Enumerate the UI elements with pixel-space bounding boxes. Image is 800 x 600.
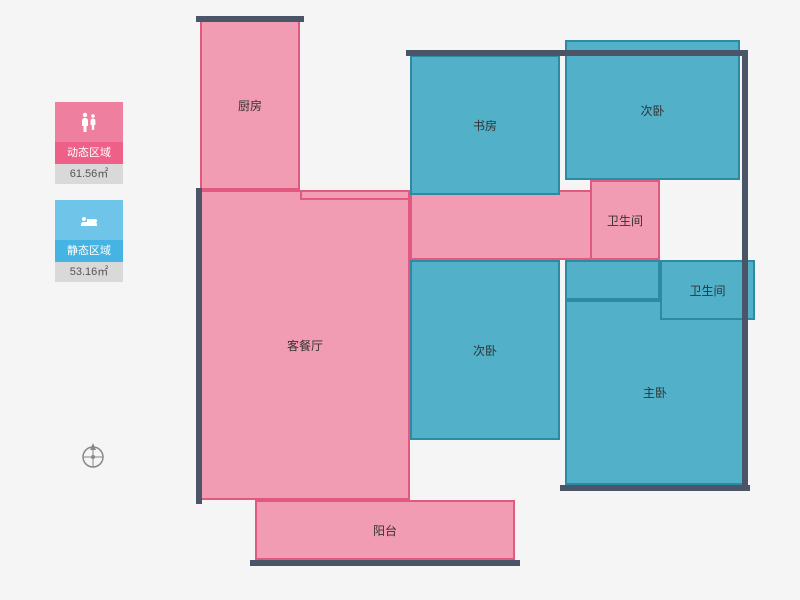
legend-static-value: 53.16㎡ [55,262,123,282]
room-kitchen: 厨房 [200,20,300,190]
legend-dynamic-value: 61.56㎡ [55,164,123,184]
room-study: 书房 [410,55,560,195]
room-label-bed2a: 次卧 [640,102,664,119]
wall-segment [742,50,748,490]
legend-dynamic: 动态区域 61.56㎡ [55,102,123,184]
room-label-study: 书房 [473,117,497,134]
room-bath1: 卫生间 [590,180,660,260]
wall-segment [406,50,746,56]
compass-icon [78,440,108,470]
room-bath2: 卫生间 [660,260,755,320]
room-label-living: 客餐厅 [287,337,323,354]
sleep-icon [55,200,123,240]
room-living: 客餐厅 [200,190,410,500]
wall-segment [560,485,750,491]
legend: 动态区域 61.56㎡ 静态区域 53.16㎡ [55,102,123,298]
room-label-kitchen: 厨房 [238,97,262,114]
wall-segment [196,16,304,22]
wall-segment [250,560,520,566]
room-label-bed2b: 次卧 [473,342,497,359]
room-bed2a: 次卧 [565,40,740,180]
room-label-bath1: 卫生间 [607,212,643,229]
room-bed2b: 次卧 [410,260,560,440]
wall-segment [196,188,202,504]
room-hall_stat [565,260,660,300]
legend-static: 静态区域 53.16㎡ [55,200,123,282]
room-label-bath2: 卫生间 [689,282,725,299]
people-icon [55,102,123,142]
room-balcony: 阳台 [255,500,515,560]
room-master: 主卧 [565,300,745,485]
floorplan: 厨房客餐厅卫生间阳台书房次卧次卧主卧卫生间 [190,20,770,580]
room-label-balcony: 阳台 [373,522,397,539]
legend-static-label: 静态区域 [55,240,123,262]
legend-dynamic-label: 动态区域 [55,142,123,164]
room-corridor2 [300,190,410,200]
room-label-master: 主卧 [643,384,667,401]
